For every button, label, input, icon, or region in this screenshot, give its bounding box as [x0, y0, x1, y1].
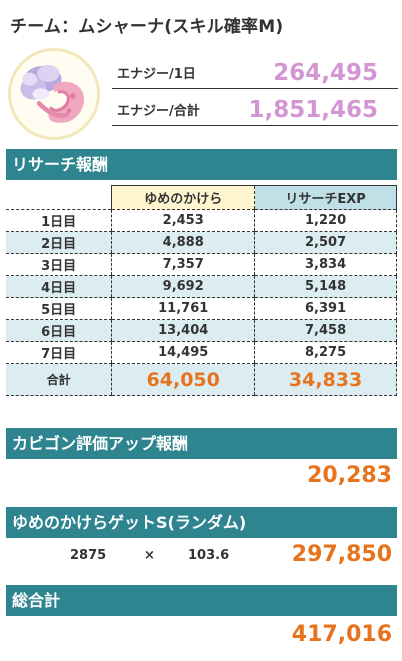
shard-get-multiplier: 103.6	[188, 548, 230, 563]
exp-cell: 2,507	[254, 231, 397, 254]
table-header-row: ゆめのかけら リサーチEXP	[6, 185, 397, 210]
table-row: 4日目 9,692 5,148	[6, 275, 397, 298]
musharna-illustration	[11, 51, 97, 137]
day-label: 6日目	[6, 319, 112, 342]
table-row: 7日目 14,495 8,275	[6, 341, 397, 364]
shards-cell: 2,453	[111, 209, 255, 232]
exp-cell: 5,148	[254, 275, 397, 298]
musharna-icon	[8, 48, 100, 140]
total-label: 合計	[6, 363, 112, 396]
day-label: 3日目	[6, 253, 112, 276]
grand-total-header: 総合計	[6, 585, 397, 616]
exp-cell: 3,834	[254, 253, 397, 276]
day-label: 1日目	[6, 209, 112, 232]
day-label: 5日目	[6, 297, 112, 320]
table-row: 5日目 11,761 6,391	[6, 297, 397, 320]
table-header-blank	[6, 185, 112, 210]
energy-per-day-row: エナジー/1日 264,495	[112, 52, 398, 89]
snorlax-reward-header: カビゴン評価アップ報酬	[6, 428, 397, 459]
exp-cell: 6,391	[254, 297, 397, 320]
energy-per-day-label: エナジー/1日	[117, 67, 196, 82]
exp-cell: 8,275	[254, 341, 397, 364]
research-reward-header: リサーチ報酬	[6, 149, 397, 180]
exp-cell: 1,220	[254, 209, 397, 232]
day-label: 4日目	[6, 275, 112, 298]
exp-cell: 7,458	[254, 319, 397, 342]
energy-total-value: 1,851,465	[248, 97, 379, 123]
shards-cell: 14,495	[111, 341, 255, 364]
table-row: 1日目 2,453 1,220	[6, 209, 397, 232]
column-header-shards: ゆめのかけら	[111, 185, 255, 210]
shards-cell: 7,357	[111, 253, 255, 276]
shard-get-base: 2875	[70, 548, 107, 563]
table-row: 6日目 13,404 7,458	[6, 319, 397, 342]
grand-total-value: 417,016	[291, 622, 392, 647]
table-row: 3日目 7,357 3,834	[6, 253, 397, 276]
multiply-icon: ×	[144, 548, 155, 563]
shard-get-value: 297,850	[291, 542, 392, 567]
shard-get-header: ゆめのかけらゲットS(ランダム)	[6, 507, 397, 538]
energy-total-label: エナジー/合計	[117, 104, 200, 119]
shards-cell: 11,761	[111, 297, 255, 320]
shards-cell: 9,692	[111, 275, 255, 298]
shards-cell: 4,888	[111, 231, 255, 254]
table-total-row: 合計 64,050 34,833	[6, 363, 397, 396]
energy-total-row: エナジー/合計 1,851,465	[112, 89, 398, 126]
research-reward-table: ゆめのかけら リサーチEXP 1日目 2,453 1,220 2日目 4,888…	[6, 185, 397, 396]
column-header-exp: リサーチEXP	[254, 185, 397, 210]
total-shards-value: 64,050	[111, 363, 255, 396]
day-label: 2日目	[6, 231, 112, 254]
team-title: チーム：ムシャーナ(スキル確率M)	[10, 17, 284, 37]
day-label: 7日目	[6, 341, 112, 364]
energy-per-day-value: 264,495	[273, 60, 378, 86]
shards-cell: 13,404	[111, 319, 255, 342]
table-row: 2日目 4,888 2,507	[6, 231, 397, 254]
snorlax-reward-value: 20,283	[307, 463, 392, 488]
total-exp-value: 34,833	[254, 363, 397, 396]
